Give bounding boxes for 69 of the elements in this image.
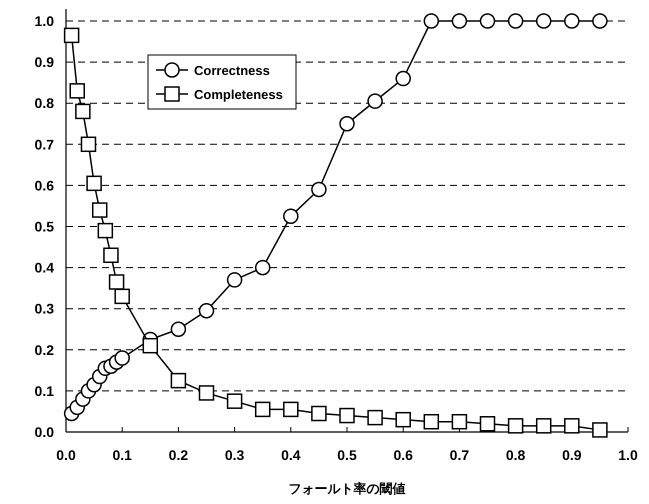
point xyxy=(367,93,383,109)
x-tick-label: 0.8 xyxy=(506,447,526,463)
x-tick-label: 0.1 xyxy=(112,447,132,463)
y-tick-label: 1.0 xyxy=(34,13,54,29)
point xyxy=(75,104,91,120)
y-tick-label: 0.3 xyxy=(34,300,54,317)
y-tick-label: 0.2 xyxy=(34,342,54,358)
x-tick-label: 0.3 xyxy=(224,447,245,463)
point xyxy=(64,28,80,44)
point xyxy=(69,83,85,99)
point xyxy=(142,338,158,354)
y-tick-label: 0.4 xyxy=(34,260,54,276)
point xyxy=(508,13,524,29)
x-tick-label: 0.0 xyxy=(56,447,76,463)
point xyxy=(536,13,552,29)
point xyxy=(536,418,552,434)
point xyxy=(254,402,270,418)
point xyxy=(170,372,186,388)
point xyxy=(86,176,102,192)
point xyxy=(254,260,270,276)
point xyxy=(452,13,468,29)
x-tick-label: 0.4 xyxy=(281,447,301,463)
point xyxy=(114,350,130,366)
point xyxy=(108,274,124,290)
point xyxy=(367,410,383,426)
point xyxy=(339,116,355,132)
legend-label: Correctness xyxy=(194,63,270,78)
point xyxy=(226,393,242,409)
point xyxy=(226,272,242,288)
x-tick-label: 1.0 xyxy=(618,447,638,463)
y-tick-label: 0.7 xyxy=(34,136,54,152)
point xyxy=(452,414,468,430)
legend-label: Completeness xyxy=(194,87,283,102)
point xyxy=(198,303,214,319)
point xyxy=(424,13,440,29)
y-tick-label: 0.8 xyxy=(34,95,54,112)
x-tick-label: 0.2 xyxy=(168,447,188,463)
point xyxy=(80,136,96,152)
point xyxy=(103,248,119,264)
point xyxy=(92,202,108,218)
point xyxy=(564,13,580,29)
point xyxy=(424,414,440,430)
point xyxy=(170,322,186,337)
point xyxy=(395,412,411,428)
y-tick-label: 0.9 xyxy=(34,54,54,70)
point xyxy=(198,385,214,401)
x-tick-label: 0.6 xyxy=(393,447,414,463)
y-tick-label: 0.5 xyxy=(34,218,54,234)
x-tick-label: 0.7 xyxy=(450,447,470,463)
point xyxy=(339,408,355,424)
point xyxy=(592,422,608,438)
point xyxy=(564,418,580,434)
point xyxy=(480,416,496,432)
point xyxy=(592,13,608,29)
point xyxy=(508,418,524,434)
x-tick-label: 0.9 xyxy=(562,447,582,463)
y-tick-label: 0.1 xyxy=(34,382,54,399)
point xyxy=(283,402,299,418)
point xyxy=(311,406,327,422)
point xyxy=(98,222,114,238)
x-tick-label: 0.5 xyxy=(337,447,357,463)
point xyxy=(114,288,130,304)
y-tick-label: 0.6 xyxy=(34,177,54,194)
point xyxy=(311,182,327,198)
point xyxy=(283,208,299,224)
point xyxy=(480,13,496,29)
y-tick-label: 0.0 xyxy=(34,424,54,440)
point xyxy=(395,70,411,86)
x-axis-title: フォールト率の閾値 xyxy=(288,481,406,496)
